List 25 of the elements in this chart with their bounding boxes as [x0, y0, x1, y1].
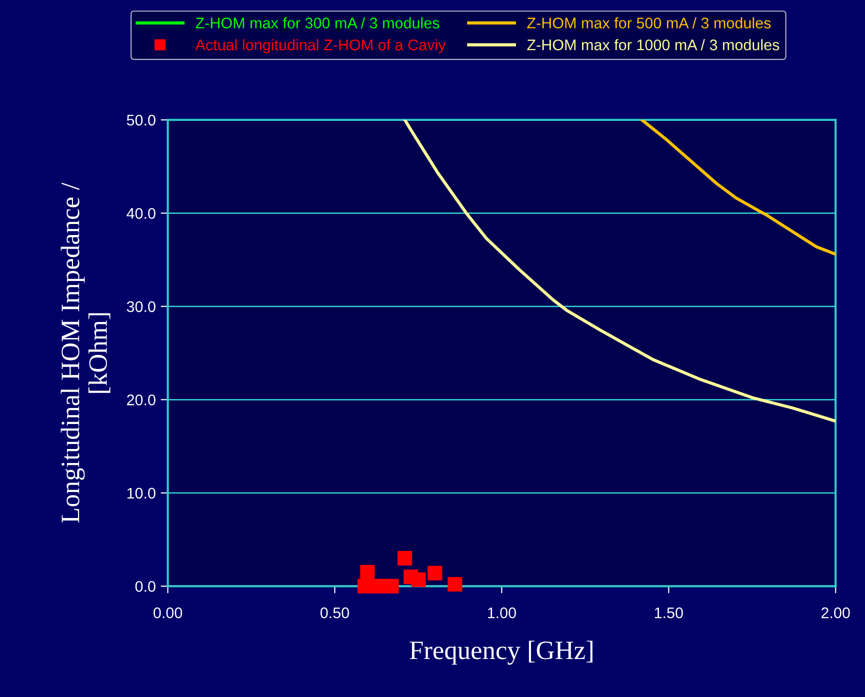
point [398, 550, 412, 566]
y-tick-label: 40.0 [126, 208, 156, 219]
x-tick-label: 1.00 [488, 607, 516, 618]
point [428, 566, 442, 580]
y-tick-label: 0.0 [135, 581, 156, 592]
point [411, 572, 426, 587]
y-tick-label: 30.0 [126, 301, 156, 312]
x-tick-label: 0.00 [154, 607, 182, 618]
y-axis-title: Longitudinal HOM Impedance / [kOhm] [60, 182, 110, 523]
x-axis-title: Frequency [GHz] [410, 640, 592, 665]
legend-label: Z-HOM max for 1000 mA / 3 modules [527, 39, 780, 50]
y-tick-label: 50.0 [126, 114, 156, 126]
x-tick-label: 2.00 [821, 607, 850, 618]
y-tick-label: 10.0 [127, 488, 156, 499]
legend-label: Actual longitudinal Z-HOM of a Caviy [195, 39, 446, 54]
line-series [403, 120, 836, 423]
line-series [640, 120, 836, 256]
y-tick-label: 20.0 [127, 394, 156, 406]
legend-label: Z-HOM max for 300 mA / 3 modules [196, 17, 440, 28]
x-tick-label: 0.50 [320, 607, 350, 618]
x-tick-label: 1.50 [654, 607, 683, 618]
point [384, 578, 399, 594]
point [448, 577, 462, 592]
point [360, 564, 375, 580]
legend-label: Z-HOM max for 500 mA / 3 modules [527, 17, 771, 28]
